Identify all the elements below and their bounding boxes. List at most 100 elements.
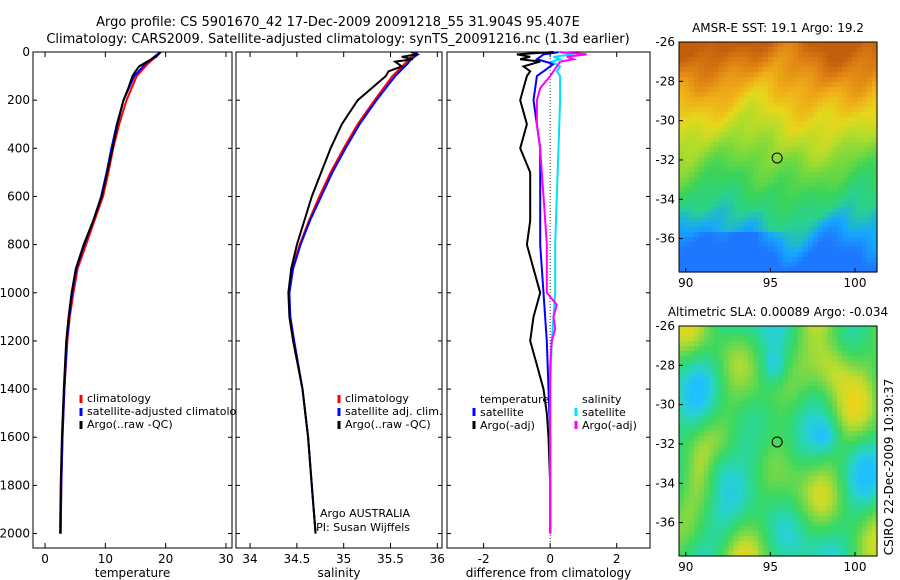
heatmap-cell — [679, 247, 685, 253]
heatmap-cell — [832, 137, 838, 143]
heatmap-cell — [782, 87, 789, 93]
heatmap-cell — [822, 406, 829, 412]
heatmap-cell — [837, 217, 843, 223]
heatmap-cell — [867, 431, 873, 437]
heatmap-cell — [733, 341, 739, 347]
heatmap-cell — [787, 421, 794, 427]
heatmap-cell — [723, 486, 730, 492]
heatmap-cell — [708, 346, 715, 352]
heatmap-cell — [797, 501, 804, 507]
heatmap-cell — [872, 77, 878, 83]
heatmap-cell — [857, 496, 863, 502]
heatmap-cell — [708, 162, 715, 168]
heatmap-cell — [748, 326, 754, 332]
heatmap-cell — [812, 466, 819, 472]
heatmap-cell — [852, 376, 858, 382]
heatmap-cell — [778, 227, 784, 233]
heatmap-cell — [733, 456, 739, 462]
heatmap-cell — [807, 541, 814, 547]
heatmap-cell — [792, 72, 799, 78]
heatmap-cell — [867, 381, 873, 387]
heatmap-cell — [822, 451, 829, 457]
heatmap-cell — [688, 326, 695, 332]
heatmap-cell — [713, 511, 720, 517]
heatmap-cell — [847, 42, 853, 48]
heatmap-cell — [837, 356, 843, 362]
heatmap-cell — [713, 406, 720, 412]
heatmap-cell — [683, 182, 690, 188]
heatmap-cell — [703, 217, 710, 223]
heatmap-cell — [703, 82, 710, 88]
heatmap-cell — [857, 326, 863, 332]
heatmap-cell — [758, 336, 764, 342]
heatmap-cell — [797, 167, 804, 173]
heatmap-cell — [688, 257, 695, 263]
heatmap-cell — [753, 351, 759, 357]
heatmap-cell — [812, 162, 819, 168]
heatmap-cell — [679, 212, 685, 218]
heatmap-cell — [787, 336, 794, 342]
heatmap-cell — [807, 386, 814, 392]
heatmap-cell — [708, 356, 715, 362]
heatmap-cell — [782, 247, 789, 253]
heatmap-cell — [852, 92, 858, 98]
heatmap-cell — [852, 252, 858, 258]
heatmap-cell — [842, 411, 848, 417]
heatmap-cell — [778, 401, 784, 407]
heatmap-cell — [817, 531, 824, 537]
heatmap-cell — [782, 396, 789, 402]
heatmap-cell — [763, 152, 769, 158]
heatmap-cell — [817, 506, 824, 512]
heatmap-cell — [857, 72, 863, 78]
heatmap-cell — [703, 107, 710, 113]
heatmap-cell — [679, 361, 685, 367]
heatmap-cell — [708, 137, 715, 143]
heatmap-cell — [852, 187, 858, 193]
heatmap-cell — [758, 207, 764, 213]
heatmap-cell — [679, 506, 685, 512]
heatmap-cell — [679, 401, 685, 407]
heatmap-cell — [753, 411, 759, 417]
heatmap-cell — [728, 471, 735, 477]
heatmap-cell — [773, 516, 779, 522]
heatmap-cell — [748, 501, 754, 507]
heatmap-cell — [733, 486, 739, 492]
heatmap-cell — [738, 202, 744, 208]
heatmap-cell — [857, 331, 863, 337]
heatmap-cell — [792, 331, 799, 337]
heatmap-cell — [842, 406, 848, 412]
heatmap-cell — [842, 396, 848, 402]
heatmap-cell — [693, 416, 700, 422]
heatmap-cell — [787, 431, 794, 437]
heatmap-cell — [758, 506, 764, 512]
heatmap-cell — [703, 366, 710, 372]
heatmap-cell — [723, 361, 730, 367]
heatmap-cell — [872, 137, 878, 143]
heatmap-cell — [832, 426, 838, 432]
heatmap-cell — [679, 62, 685, 68]
heatmap-cell — [822, 152, 829, 158]
heatmap-cell — [683, 351, 690, 357]
heatmap-cell — [787, 356, 794, 362]
heatmap-cell — [723, 137, 730, 143]
heatmap-cell — [763, 471, 769, 477]
heatmap-cell — [787, 441, 794, 447]
heatmap-cell — [812, 361, 819, 367]
heatmap-cell — [778, 102, 784, 108]
heatmap-cell — [718, 446, 725, 452]
heatmap-cell — [807, 336, 814, 342]
heatmap-cell — [753, 516, 759, 522]
heatmap-cell — [832, 202, 838, 208]
heatmap-cell — [857, 142, 863, 148]
heatmap-cell — [743, 177, 749, 183]
heatmap-cell — [822, 441, 829, 447]
heatmap-cell — [817, 526, 824, 532]
heatmap-cell — [723, 476, 730, 482]
heatmap-cell — [852, 122, 858, 128]
heatmap-cell — [768, 132, 774, 138]
heatmap-cell — [713, 172, 720, 178]
heatmap-cell — [753, 252, 759, 258]
heatmap-cell — [862, 371, 868, 377]
heatmap-cell — [842, 147, 848, 153]
heatmap-cell — [802, 247, 809, 253]
